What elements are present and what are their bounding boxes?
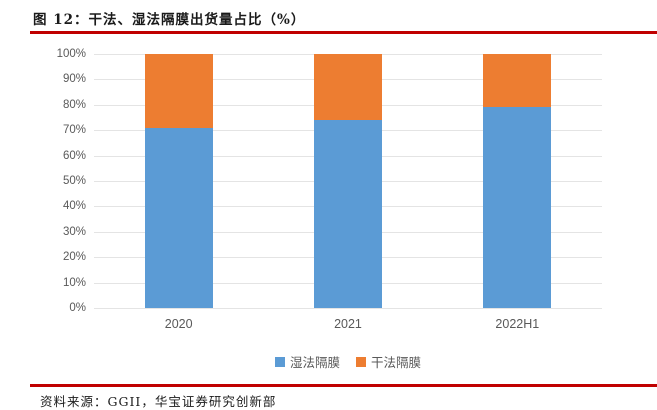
legend-label-dry: 干法隔膜 <box>371 356 422 370</box>
bottom-red-rule <box>30 384 657 387</box>
y-tick-label-50: 50% <box>62 175 86 187</box>
bar-segment-dry-2021 <box>314 54 382 121</box>
chart-legend: 湿法隔膜 干法隔膜 <box>94 352 602 371</box>
legend-item-dry: 干法隔膜 <box>356 352 421 371</box>
x-tick-label-2021: 2021 <box>334 317 362 331</box>
y-tick-label-80: 80% <box>62 98 86 111</box>
bar-segment-wet-2020 <box>144 127 213 308</box>
legend-swatch-dry <box>356 356 366 367</box>
gridline-0 <box>94 308 602 309</box>
stacked-bar-chart: 0% 10% 20% 30% 40% 50% 60% 70% 80% 90% 100% 2020 202… <box>0 36 657 378</box>
source-line: 资料来源：GGII，华宝证券研究创新部 <box>40 394 277 409</box>
legend-label-wet: 湿法隔膜 <box>289 356 340 370</box>
y-tick-label-60: 60% <box>62 149 86 162</box>
y-tick-label-90: 90% <box>62 73 86 86</box>
x-tick-label-2020: 2020 <box>164 317 193 331</box>
legend-item-wet: 湿法隔膜 <box>274 352 340 371</box>
bar-segment-wet-2021 <box>314 120 382 308</box>
top-red-rule <box>30 31 657 34</box>
x-tick-label-2022H1: 2022H1 <box>495 317 540 331</box>
y-tick-label-0: 0% <box>69 302 86 314</box>
y-tick-label-20: 20% <box>62 251 86 264</box>
y-tick-label-10: 10% <box>62 276 86 289</box>
figure-title: 图 12：干法、湿法隔膜出货量占比（%） <box>33 12 306 28</box>
bar-column-2020 <box>144 54 213 308</box>
y-tick-label-40: 40% <box>62 200 86 213</box>
bar-segment-dry-2020 <box>144 54 213 128</box>
legend-swatch-wet <box>274 356 285 367</box>
bar-segment-dry-2022H1 <box>483 54 552 108</box>
bar-segment-wet-2022H1 <box>483 107 552 308</box>
y-tick-label-70: 70% <box>62 124 86 137</box>
bar-column-2022H1 <box>483 54 552 308</box>
y-tick-label-100: 100% <box>56 48 86 60</box>
plot-area: 0% 10% 20% 30% 40% 50% 60% 70% 80% 90% 100% 2020 202… <box>57 48 602 331</box>
y-tick-label-30: 30% <box>62 225 86 238</box>
bar-column-2021 <box>314 54 382 308</box>
